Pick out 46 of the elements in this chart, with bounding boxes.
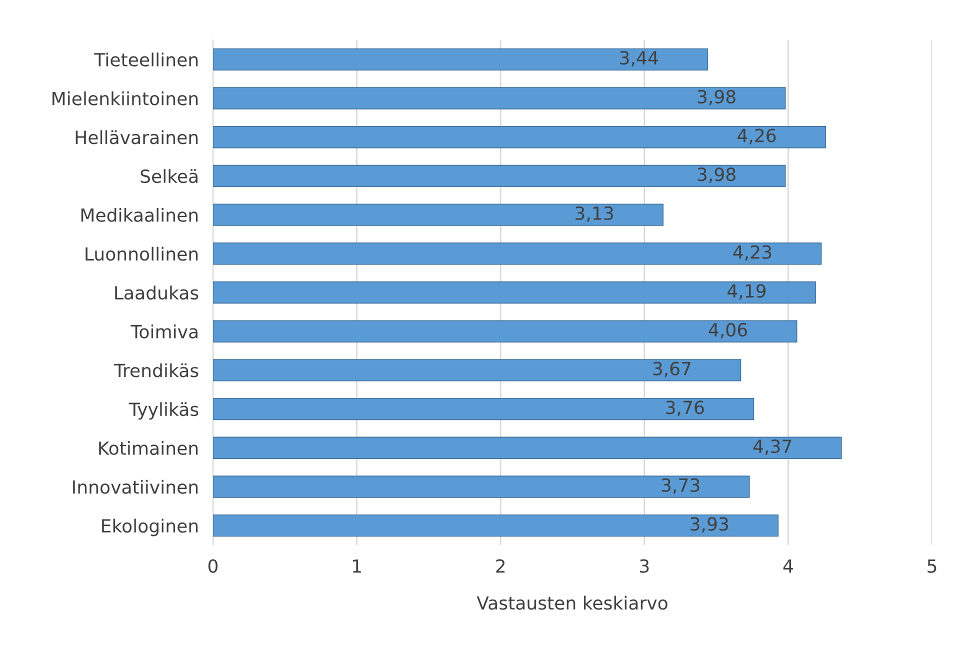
bar: [213, 204, 664, 226]
y-tick-label: Tieteellinen: [94, 52, 198, 67]
bar: [213, 476, 750, 498]
data-label: 3,13: [576, 206, 613, 222]
y-tick-label: Toimiva: [130, 324, 198, 338]
x-tick-label: 1: [353, 559, 361, 573]
y-tick-label: Kotimainen: [99, 441, 198, 455]
bar: [213, 436, 842, 459]
data-label: 4,37: [753, 439, 792, 455]
bar: [213, 87, 786, 110]
y-tick-label: Medikaalinen: [81, 208, 198, 222]
x-tick-label: 5: [928, 559, 936, 573]
x-tick-label: 0: [208, 559, 218, 573]
data-label: 3,93: [690, 517, 728, 533]
y-tick-label: Ekologinen: [102, 518, 198, 536]
y-tick-label: Laadukas: [115, 286, 198, 300]
data-label: 3,73: [662, 478, 700, 494]
bar: [213, 398, 754, 420]
bar: [213, 48, 708, 71]
data-label: 3,98: [698, 90, 736, 106]
y-tick-label: Trendikäs: [114, 363, 198, 378]
bar: [213, 164, 786, 188]
data-label: 3,67: [653, 362, 691, 378]
y-tick-label: Luonnollinen: [86, 246, 198, 261]
bar: [213, 281, 816, 304]
x-tick-label: 4: [783, 559, 793, 573]
data-label: 3,98: [698, 168, 736, 184]
x-axis-title: Vastausten keskiarvo: [476, 596, 668, 610]
data-label: 3,76: [666, 400, 704, 416]
data-label: 3,44: [620, 51, 658, 67]
data-label: 4,26: [738, 128, 776, 144]
bar: [213, 359, 742, 382]
y-tick-label: Mielenkiintoinen: [52, 91, 198, 106]
data-label: 4,19: [728, 284, 766, 300]
x-tick-label: 2: [496, 559, 505, 573]
bar: [213, 514, 779, 537]
y-tick-label: Selkeä: [140, 169, 198, 184]
data-label: 4,23: [733, 245, 772, 261]
bar: [213, 242, 822, 265]
x-tick-label: 3: [640, 559, 649, 573]
bar: [213, 126, 826, 148]
y-tick-label: Innovatiivinen: [73, 480, 198, 494]
y-tick-label: Tyylikäs: [128, 402, 198, 420]
data-label: 4,06: [708, 322, 748, 338]
bar: [213, 320, 798, 342]
y-tick-label: Hellävarainen: [76, 130, 198, 144]
